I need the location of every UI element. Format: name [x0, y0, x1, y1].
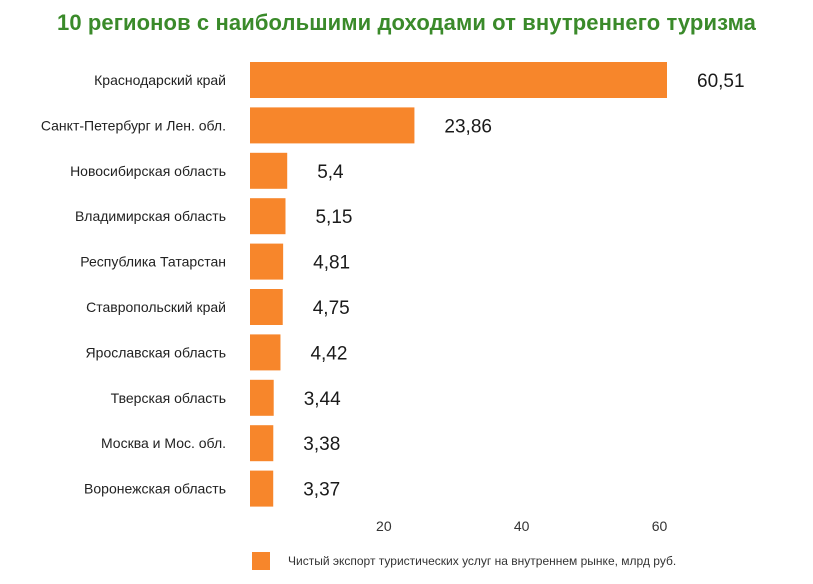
bar — [250, 289, 283, 325]
value-label: 4,75 — [313, 298, 350, 319]
bar — [250, 379, 274, 416]
value-label: 5,4 — [317, 162, 344, 183]
legend-label: Чистый экспорт туристических услуг на вн… — [288, 554, 677, 568]
bar — [250, 62, 667, 98]
value-label: 23,86 — [444, 116, 492, 137]
value-label: 3,38 — [303, 434, 340, 455]
category-label: Владимирская область — [75, 208, 226, 224]
bar — [250, 107, 415, 144]
value-label: 3,44 — [304, 389, 341, 410]
legend-swatch — [252, 552, 270, 570]
x-tick-label: 40 — [514, 518, 530, 534]
legend: Чистый экспорт туристических услуг на вн… — [252, 552, 676, 570]
category-label: Воронежская область — [84, 481, 226, 497]
value-label: 4,42 — [310, 343, 347, 364]
category-label: Москва и Мос. обл. — [101, 435, 226, 451]
category-label: Краснодарский край — [94, 72, 226, 88]
category-label: Ставропольский край — [86, 299, 226, 315]
value-labels: 60,51 23,86 5,4 5,15 4,81 4,75 4,42 3,44 3,38 3,3… — [303, 71, 744, 501]
value-label: 3,37 — [303, 480, 340, 501]
bars-layer — [250, 62, 667, 507]
category-labels: Краснодарский край Санкт-Петербург и Лен.… — [41, 72, 226, 497]
category-label: Республика Татарстан — [80, 254, 226, 270]
bar — [250, 152, 288, 189]
bar — [250, 198, 286, 235]
x-tick-label: 60 — [652, 518, 668, 534]
category-label: Новосибирская область — [70, 163, 226, 179]
value-label: 60,51 — [697, 71, 745, 92]
chart-title: 10 регионов с наибольшими доходами от вн… — [56, 10, 756, 35]
category-label: Тверская область — [111, 390, 226, 406]
value-label: 5,15 — [315, 207, 352, 228]
category-label: Санкт-Петербург и Лен. обл. — [41, 117, 226, 133]
bar — [250, 425, 274, 462]
x-axis-ticks: 20 40 60 — [376, 518, 667, 534]
category-label: Ярославская область — [86, 344, 226, 360]
value-label: 4,81 — [313, 253, 350, 274]
bar — [250, 243, 284, 280]
bar — [250, 470, 274, 507]
x-tick-label: 20 — [376, 518, 392, 534]
bar — [250, 334, 281, 371]
